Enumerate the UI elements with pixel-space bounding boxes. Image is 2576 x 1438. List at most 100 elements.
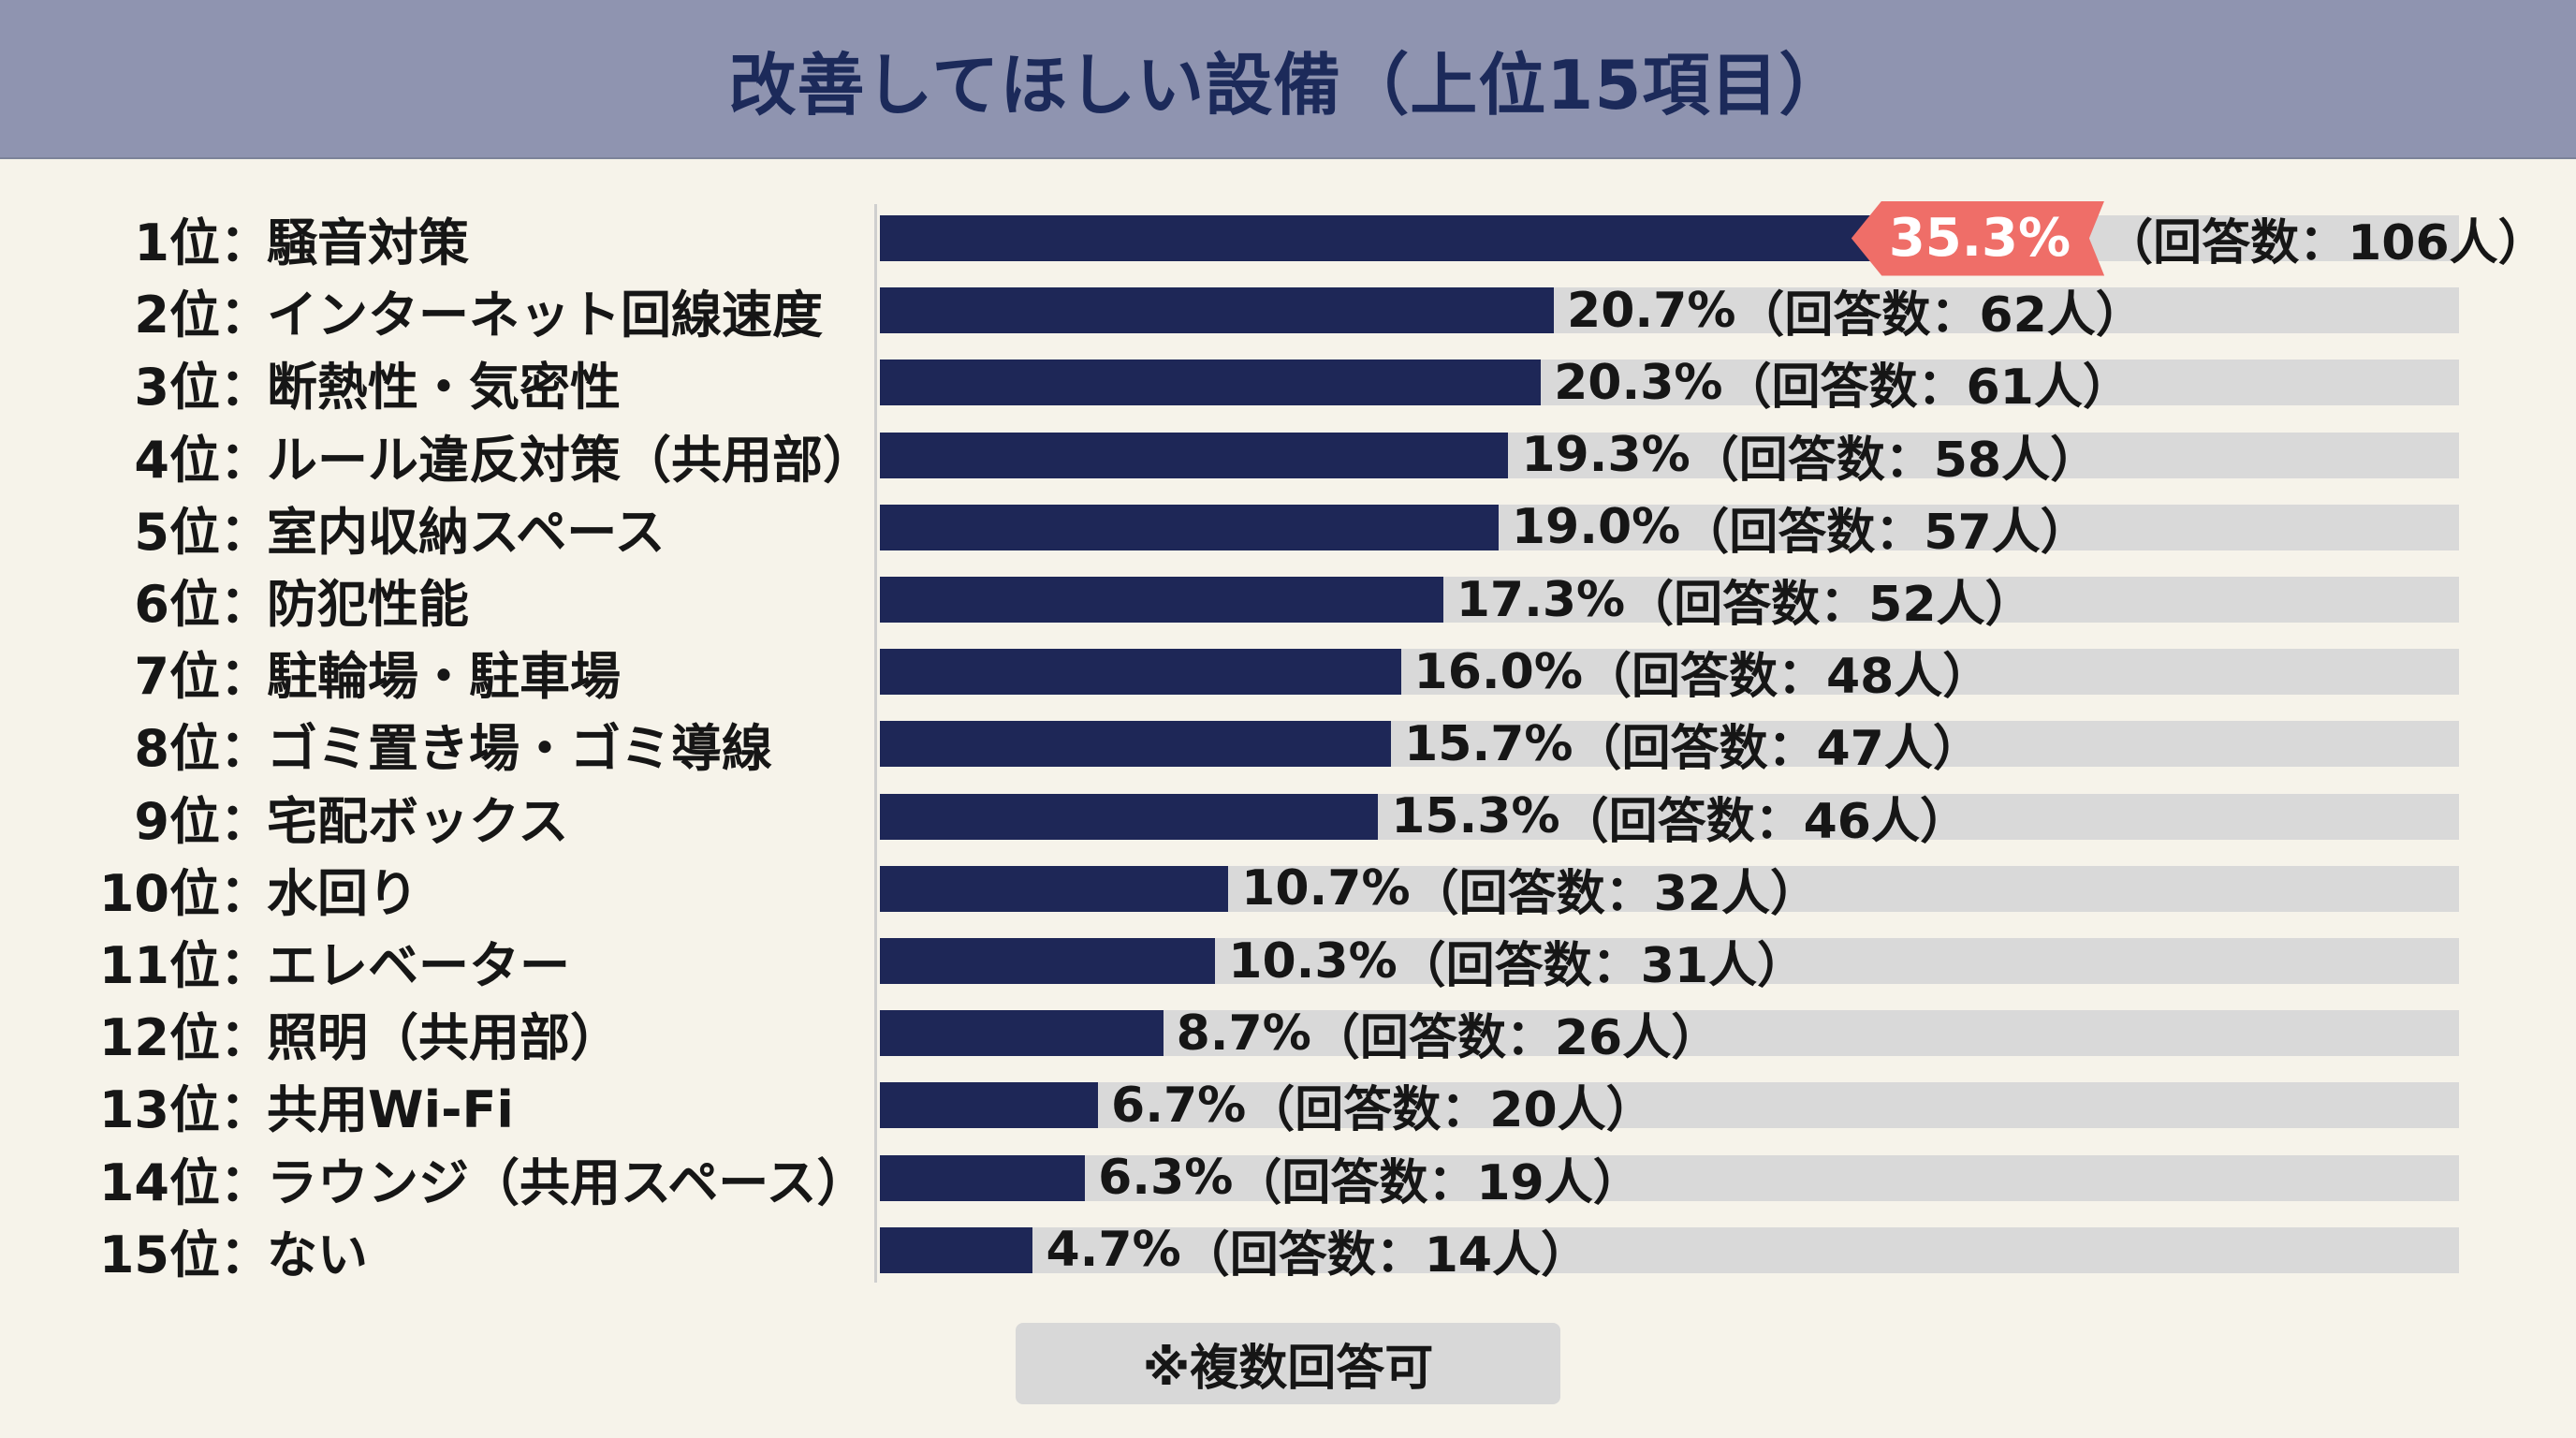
value-label: 19.3% （回答数：58人） bbox=[1521, 419, 2099, 492]
category-name: 騒音対策 bbox=[267, 213, 469, 272]
category-name: 駐輪場・駐車場 bbox=[267, 647, 621, 707]
bar-track bbox=[880, 938, 2459, 984]
category-label: 14位 ： ラウンジ（共用スペース） bbox=[94, 1142, 868, 1214]
bar-track bbox=[880, 287, 2459, 334]
value-label: 6.7% （回答数：20人） bbox=[1111, 1069, 1655, 1141]
category-name: 水回り bbox=[267, 863, 418, 923]
category-name: インターネット回線速度 bbox=[267, 286, 823, 345]
count-label: （回答数：14人） bbox=[1180, 1226, 1590, 1284]
highlight-badge: 35.3% bbox=[1851, 200, 2105, 276]
category-name: ゴミ置き場・ゴミ導線 bbox=[267, 719, 772, 779]
category-axis-line bbox=[874, 204, 877, 1283]
count-label: （回答数：106人） bbox=[2104, 215, 2547, 271]
category-label: 7位 ： 駐輪場・駐車場 bbox=[94, 636, 621, 708]
bar bbox=[880, 865, 1229, 912]
bar-track bbox=[880, 721, 2459, 768]
bar-track bbox=[880, 865, 2459, 912]
percent-label: 15.3% bbox=[1391, 788, 1560, 845]
category-label: 1位 ： 騒音対策 bbox=[94, 202, 469, 274]
percent-label: 4.7% bbox=[1046, 1222, 1181, 1279]
category-name: 断熱性・気密性 bbox=[267, 358, 621, 418]
rank-label: 11位 bbox=[98, 936, 220, 995]
percent-label: 8.7% bbox=[1176, 1005, 1311, 1062]
count-label: （回答数：58人） bbox=[1690, 432, 2100, 489]
percent-label: 6.7% bbox=[1111, 1077, 1247, 1134]
rank-label: 5位 bbox=[134, 502, 220, 562]
bar-row: 15位 ： ない 4.7% （回答数：14人） bbox=[0, 1214, 2576, 1286]
percent-label: 10.7% bbox=[1241, 860, 1411, 917]
bar bbox=[880, 649, 1401, 696]
percent-label: 15.7% bbox=[1404, 715, 1573, 772]
count-label: （回答数：57人） bbox=[1680, 504, 2089, 561]
category-name: 宅配ボックス bbox=[267, 791, 569, 851]
footnote: ※複数回答可 bbox=[1016, 1323, 1560, 1404]
bar-row: 4位 ： ルール違反対策（共用部） 19.3% （回答数：58人） bbox=[0, 419, 2576, 492]
bar-track bbox=[880, 1154, 2459, 1201]
bar bbox=[880, 577, 1443, 623]
count-label: （回答数：46人） bbox=[1559, 793, 1969, 850]
percent-label: 16.0% bbox=[1413, 643, 1583, 700]
bar-row: 8位 ： ゴミ置き場・ゴミ導線 15.7% （回答数：47人） bbox=[0, 708, 2576, 780]
bar-row: 1位 ： 騒音対策 35.3% （回答数：106人） bbox=[0, 200, 2576, 276]
category-name: 照明（共用部） bbox=[267, 1008, 621, 1068]
percent-label: 10.3% bbox=[1228, 932, 1398, 990]
separator: ： bbox=[220, 430, 271, 490]
category-label: 12位 ： 照明（共用部） bbox=[94, 997, 621, 1069]
separator: ： bbox=[220, 719, 271, 779]
bar-row: 13位 ： 共用Wi-Fi 6.7% （回答数：20人） bbox=[0, 1069, 2576, 1141]
separator: ： bbox=[220, 647, 271, 707]
count-label: （回答数：61人） bbox=[1722, 360, 2131, 417]
bar bbox=[880, 1082, 1099, 1129]
rank-label: 4位 bbox=[134, 430, 220, 490]
rank-label: 13位 bbox=[98, 1080, 220, 1140]
separator: ： bbox=[220, 936, 271, 995]
category-name: ラウンジ（共用スペース） bbox=[267, 1152, 868, 1212]
bar bbox=[880, 1226, 1033, 1273]
bar-track bbox=[880, 649, 2459, 696]
value-label: 19.0% （回答数：57人） bbox=[1512, 492, 2089, 564]
category-label: 8位 ： ゴミ置き場・ゴミ導線 bbox=[94, 708, 772, 780]
bar-track bbox=[880, 1010, 2459, 1057]
bar bbox=[880, 721, 1392, 768]
value-label: 20.7% （回答数：62人） bbox=[1567, 274, 2144, 346]
bar-row: 6位 ： 防犯性能 17.3% （回答数：52人） bbox=[0, 564, 2576, 636]
category-label: 3位 ： 断熱性・気密性 bbox=[94, 346, 621, 418]
bar bbox=[880, 215, 1870, 261]
value-label: 8.7% （回答数：26人） bbox=[1177, 997, 1720, 1069]
rank-label: 12位 bbox=[98, 1008, 220, 1068]
bar-track bbox=[880, 360, 2459, 406]
bar bbox=[880, 432, 1509, 478]
bar-track bbox=[880, 215, 2459, 261]
percent-label: 20.7% bbox=[1567, 282, 1736, 339]
bar-row: 10位 ： 水回り 10.7% （回答数：32人） bbox=[0, 853, 2576, 925]
rank-label: 1位 bbox=[134, 213, 220, 272]
value-label: 20.3% （回答数：61人） bbox=[1554, 346, 2131, 418]
separator: ： bbox=[220, 1008, 271, 1068]
bar bbox=[880, 504, 1499, 550]
count-label: （回答数：19人） bbox=[1233, 1154, 1642, 1211]
category-name: 防犯性能 bbox=[267, 575, 469, 634]
category-label: 4位 ： ルール違反対策（共用部） bbox=[94, 419, 873, 492]
rank-label: 2位 bbox=[134, 286, 220, 345]
bar-track bbox=[880, 1082, 2459, 1129]
category-label: 13位 ： 共用Wi-Fi bbox=[94, 1069, 514, 1141]
value-label: 35.3% （回答数：106人） bbox=[1851, 200, 2547, 276]
separator: ： bbox=[220, 863, 271, 923]
value-label: 4.7% （回答数：14人） bbox=[1046, 1214, 1589, 1286]
category-name: ない bbox=[267, 1225, 368, 1284]
percent-label: 19.0% bbox=[1511, 499, 1681, 556]
bar-row: 14位 ： ラウンジ（共用スペース） 6.3% （回答数：19人） bbox=[0, 1142, 2576, 1214]
separator: ： bbox=[220, 1152, 271, 1212]
rank-label: 10位 bbox=[98, 863, 220, 923]
separator: ： bbox=[220, 1225, 271, 1284]
count-label: （回答数：20人） bbox=[1246, 1082, 1655, 1139]
count-label: （回答数：62人） bbox=[1735, 287, 2144, 345]
percent-label: 6.3% bbox=[1098, 1150, 1234, 1207]
separator: ： bbox=[220, 791, 271, 851]
value-label: 10.3% （回答数：31人） bbox=[1228, 925, 1806, 997]
separator: ： bbox=[220, 213, 271, 272]
category-label: 10位 ： 水回り bbox=[94, 853, 418, 925]
value-label: 6.3% （回答数：19人） bbox=[1098, 1142, 1642, 1214]
bar-row: 11位 ： エレベーター 10.3% （回答数：31人） bbox=[0, 925, 2576, 997]
bar-row: 3位 ： 断熱性・気密性 20.3% （回答数：61人） bbox=[0, 346, 2576, 418]
